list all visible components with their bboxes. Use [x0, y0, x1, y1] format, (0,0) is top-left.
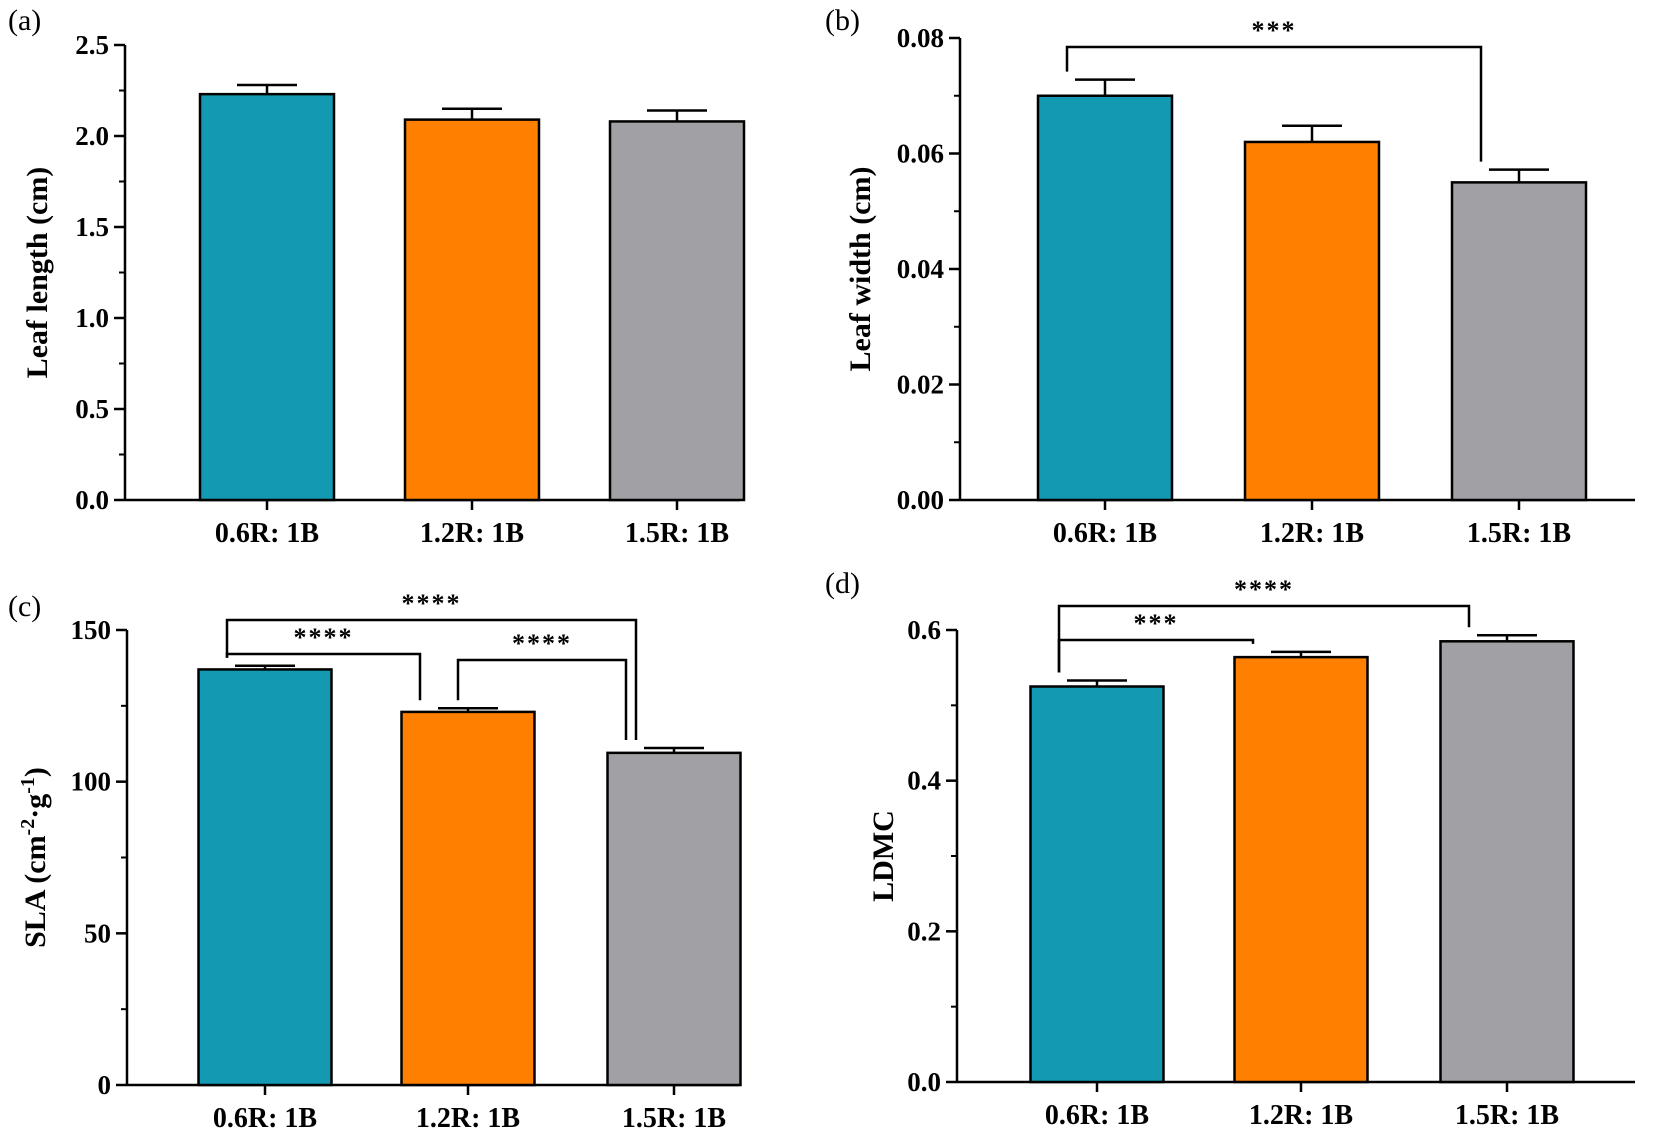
y-tick-label: 0.06: [897, 139, 944, 169]
panel-letter: (c): [8, 590, 41, 623]
y-axis-title-text: SLA (cm: [19, 835, 52, 948]
y-axis-title-text: ·g: [19, 794, 52, 819]
y-axis-title: Leaf width (cm): [844, 167, 877, 372]
x-tick-label: 1.2R: 1B: [1249, 1100, 1353, 1131]
bar-2: [400, 710, 536, 1087]
y-tick-label: 0.0: [75, 485, 109, 515]
x-tick-label: 0.6R: 1B: [1045, 1100, 1149, 1131]
y-axis-title-superscript: -1: [17, 777, 39, 794]
y-tick-label: 0.00: [897, 485, 944, 515]
y-tick-label: 100: [71, 767, 112, 797]
y-tick-label: 150: [71, 615, 112, 645]
y-tick-label: 2.0: [75, 121, 109, 151]
x-tick-label: 1.5R: 1B: [625, 518, 729, 549]
significance-bracket: [1065, 45, 1483, 162]
y-tick-label: 0.4: [907, 766, 941, 796]
bar-1: [197, 668, 333, 1087]
y-tick-label: 1.0: [75, 303, 109, 333]
x-tick-label: 1.5R: 1B: [1467, 518, 1571, 549]
significance-bracket: [225, 618, 638, 740]
chart-panel-4: (d) 0.0 0.2 0.4 0.6 LDMC 0.6R: 1B 1.2R: 1B 1.5R:…: [825, 567, 1635, 1131]
y-tick-label: 2.5: [75, 30, 109, 60]
bar-3: [1439, 640, 1575, 1084]
bar-2: [1243, 140, 1381, 502]
bar-3: [608, 120, 746, 502]
y-tick-label: 0.08: [897, 23, 944, 53]
x-tick-label: 1.5R: 1B: [1455, 1100, 1559, 1131]
y-tick-label: 0.02: [897, 370, 944, 400]
significance-label: ****: [1234, 575, 1294, 604]
y-tick-label: 0: [98, 1070, 112, 1100]
y-tick-label: 0.04: [897, 254, 944, 284]
bar-1: [198, 92, 336, 502]
significance-label: ***: [1252, 16, 1297, 45]
x-tick-label: 1.2R: 1B: [420, 518, 524, 549]
significance-label: ****: [512, 629, 572, 658]
y-tick-label: 0.0: [907, 1067, 941, 1097]
bar-3: [1450, 181, 1588, 502]
chart-panel-3: (c) 0 50 100 150 SLA (cm-2·g-1) 0.6R: 1B 1.2R: …: [8, 589, 742, 1134]
significance-label: ****: [402, 589, 462, 618]
y-axis-title-text: ): [19, 767, 52, 777]
significance-bracket: [1057, 638, 1255, 673]
y-axis-title-superscript: -2: [17, 819, 39, 836]
x-tick-label: 0.6R: 1B: [213, 1103, 317, 1134]
y-tick-label: 0.2: [907, 916, 941, 946]
bar-3: [606, 751, 742, 1087]
panel-letter: (b): [825, 4, 860, 37]
x-tick-label: 0.6R: 1B: [215, 518, 319, 549]
x-tick-label: 0.6R: 1B: [1053, 518, 1157, 549]
y-axis-title: LDMC: [867, 810, 900, 902]
panel-letter: (a): [8, 4, 41, 37]
significance-bracket: [456, 658, 628, 740]
panel-letter: (d): [825, 567, 860, 600]
significance-bracket: [225, 652, 422, 701]
y-tick-label: 0.6: [907, 615, 941, 645]
x-tick-label: 1.2R: 1B: [416, 1103, 520, 1134]
bar-2: [403, 118, 541, 502]
bar-1: [1029, 685, 1165, 1084]
y-tick-label: 50: [84, 918, 111, 948]
x-tick-label: 1.5R: 1B: [622, 1103, 726, 1134]
bar-2: [1233, 655, 1369, 1084]
y-tick-label: 1.5: [75, 212, 109, 242]
chart-panel-1: (a) 0.0 0.5 1.0 1.5 2.0 2.5 Leaf length (cm) 0.6…: [8, 4, 746, 549]
significance-label: ****: [294, 623, 354, 652]
chart-panel-2: (b) 0.00 0.02 0.04 0.06 0.08 Leaf width (cm) 0.…: [825, 4, 1635, 549]
y-axis-title: Leaf length (cm): [21, 167, 54, 379]
y-axis-title: SLA (cm-2·g-1): [17, 767, 52, 948]
significance-label: ***: [1134, 609, 1179, 638]
bar-1: [1036, 94, 1174, 502]
x-tick-label: 1.2R: 1B: [1260, 518, 1364, 549]
y-tick-label: 0.5: [75, 394, 109, 424]
